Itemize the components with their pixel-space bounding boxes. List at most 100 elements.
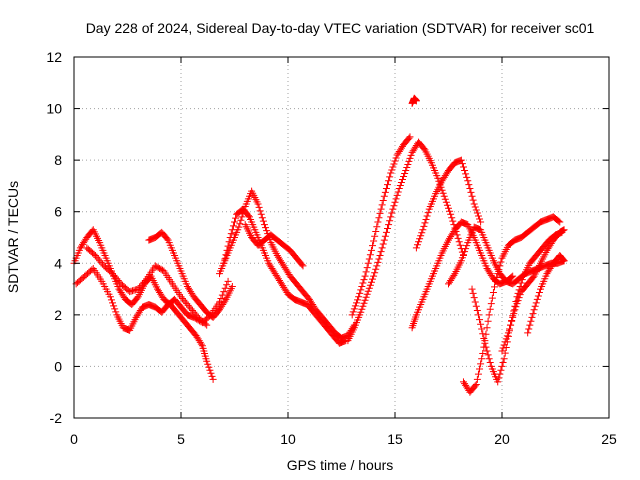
data-point [359, 279, 367, 287]
data-point [464, 177, 472, 185]
data-point [180, 296, 188, 304]
data-point [372, 265, 380, 273]
data-point [197, 340, 205, 348]
data-point [229, 222, 237, 230]
data-point [390, 202, 398, 210]
data-point [138, 280, 146, 288]
data-point [446, 207, 454, 215]
data-point [112, 308, 120, 316]
data-point [256, 207, 264, 215]
data-point [365, 284, 373, 292]
chart-title: Day 228 of 2024, Sidereal Day-to-day VTE… [86, 20, 595, 36]
data-point [177, 293, 185, 301]
data-point [109, 299, 117, 307]
data-point [424, 209, 432, 217]
data-point [227, 230, 235, 238]
data-point [422, 215, 430, 223]
data-point [509, 272, 517, 280]
data-point [201, 320, 209, 328]
data-point [109, 270, 117, 278]
data-point [259, 217, 267, 225]
data-point [257, 210, 265, 218]
data-point [350, 305, 358, 313]
data-point [470, 200, 478, 208]
data-point [186, 303, 194, 311]
data-point [484, 351, 492, 359]
data-point [366, 251, 374, 259]
data-point [524, 329, 532, 337]
data-point [298, 261, 306, 269]
data-point [99, 260, 107, 268]
data-point [369, 275, 377, 283]
data-point [193, 312, 201, 320]
data-point [235, 223, 243, 231]
data-point [114, 276, 122, 284]
data-point [442, 198, 450, 206]
data-point [473, 307, 481, 315]
data-point [486, 305, 494, 313]
data-point [361, 296, 369, 304]
data-point [488, 294, 496, 302]
data-point [478, 325, 486, 333]
data-point [140, 278, 148, 286]
data-point [373, 262, 381, 270]
data-point [500, 355, 508, 363]
data-point [434, 174, 442, 182]
data-point [501, 338, 509, 346]
series-trace-10 [408, 94, 420, 107]
data-point [510, 310, 518, 318]
data-point [476, 316, 484, 324]
data-point [93, 253, 101, 261]
data-point [158, 266, 166, 274]
data-point [209, 375, 217, 383]
data-point [455, 238, 463, 246]
data-point [238, 213, 246, 221]
data-point [354, 296, 362, 304]
data-point [396, 181, 404, 189]
data-point [527, 317, 535, 325]
data-point [236, 220, 244, 228]
data-point [352, 299, 360, 307]
data-point [370, 272, 378, 280]
data-point [364, 287, 372, 295]
data-point [461, 166, 469, 174]
data-point [107, 268, 115, 276]
data-point [470, 294, 478, 302]
data-point [110, 271, 118, 279]
data-point [476, 215, 484, 223]
data-point [525, 325, 533, 333]
data-point [91, 252, 99, 260]
x-tick-label: 0 [70, 431, 78, 447]
x-tick-label: 20 [494, 431, 510, 447]
data-point [111, 273, 119, 281]
data-point [500, 341, 508, 349]
data-point [110, 302, 118, 310]
data-point [372, 227, 380, 235]
data-point [462, 245, 470, 253]
data-point [514, 297, 522, 305]
data-point [113, 275, 121, 283]
data-point [445, 204, 452, 212]
data-point [390, 160, 398, 168]
data-point [459, 163, 467, 171]
data-point [405, 157, 413, 165]
series-trace-11 [412, 156, 485, 252]
data-point [438, 186, 446, 194]
data-point [477, 360, 485, 368]
y-tick-label: 2 [54, 307, 62, 323]
data-point [468, 192, 476, 200]
data-point [509, 313, 517, 321]
data-point [239, 209, 247, 217]
data-point [387, 213, 395, 221]
data-point [97, 258, 105, 266]
data-point [221, 284, 229, 292]
data-point [375, 255, 383, 263]
data-point [389, 205, 397, 213]
data-point [223, 281, 231, 289]
data-point [357, 286, 365, 294]
data-points [70, 94, 568, 396]
data-point [184, 301, 192, 309]
data-point [358, 305, 366, 313]
data-point [471, 382, 479, 390]
